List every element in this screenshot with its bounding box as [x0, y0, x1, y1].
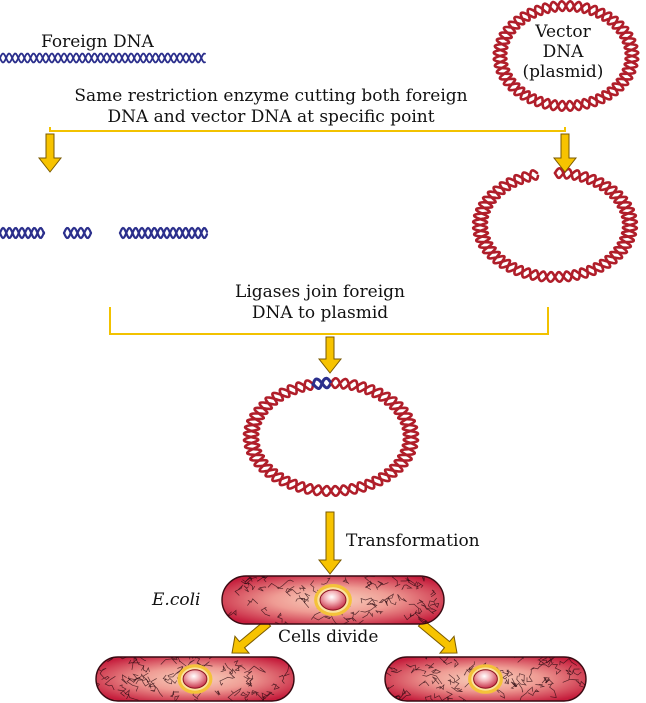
vector-plasmid-ring: [492, 0, 640, 113]
bacterium-icon: [384, 656, 587, 702]
plasmid-strand: [471, 167, 639, 284]
vector-dna-label: Vector DNA (plasmid): [510, 22, 616, 82]
vector-label-line-3: (plasmid): [522, 62, 604, 82]
down-arrow-icon: [37, 133, 63, 173]
cut-foreign-dna-fragments: [0, 226, 209, 240]
ligase-caption: Ligases join foreign DNA to plasmid: [205, 282, 435, 324]
plasmid-strand: [471, 166, 639, 284]
bacterium-icon: [95, 656, 295, 702]
foreign-dna-label: Foreign DNA: [41, 32, 154, 52]
transformation-label: Transformation: [346, 531, 480, 551]
diagonal-arrow-icon: [417, 619, 458, 654]
restriction-caption-line-2: DNA and vector DNA at specific point: [107, 107, 435, 127]
vector-label-line-1: Vector: [535, 22, 591, 42]
plasmid-strand: [242, 376, 420, 498]
inserted-foreign-dna-segment: [311, 376, 332, 390]
cut-plasmid-ring: [471, 166, 639, 284]
vector-label-line-2: DNA: [542, 42, 584, 62]
foreign-dna-strand: [0, 52, 206, 64]
restriction-bracket-line: [49, 127, 566, 132]
down-arrow-icon: [317, 336, 343, 374]
down-arrow-icon: [552, 133, 578, 173]
plasmid-strand: [492, 0, 640, 113]
cells-divide-label: Cells divide: [278, 627, 379, 647]
ligase-bracket-line: [109, 307, 549, 335]
plasmid-strand: [242, 377, 420, 498]
restriction-enzyme-caption: Same restriction enzyme cutting both for…: [36, 86, 506, 128]
restriction-caption-line-1: Same restriction enzyme cutting both for…: [74, 86, 468, 106]
recombinant-plasmid-ring: [242, 376, 420, 498]
down-arrow-icon: [317, 511, 343, 575]
ligase-caption-line-1: Ligases join foreign: [235, 282, 405, 302]
ligase-caption-line-2: DNA to plasmid: [251, 303, 389, 323]
ecoli-label: E.coli: [152, 590, 201, 610]
bacterium-icon: [221, 575, 445, 625]
